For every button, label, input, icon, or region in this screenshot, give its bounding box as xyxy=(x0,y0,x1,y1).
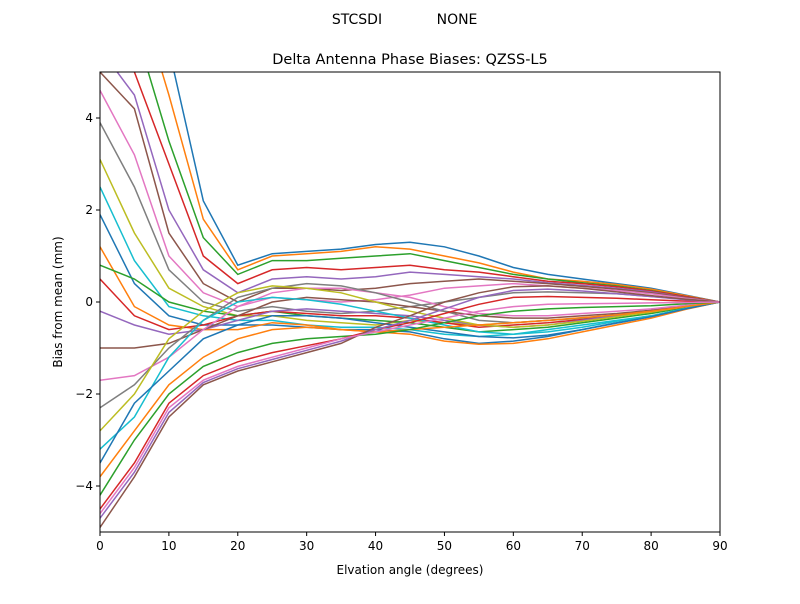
x-tick-label: 50 xyxy=(437,539,452,553)
y-axis: −4 −2 0 2 4 xyxy=(75,111,100,493)
series-line-25 xyxy=(100,288,720,519)
series-line-6 xyxy=(100,72,720,303)
series-line-26 xyxy=(100,285,720,528)
y-axis-label: Bias from mean (mm) xyxy=(51,236,65,367)
y-tick-label: 2 xyxy=(85,203,93,217)
series-line-1 xyxy=(173,72,720,303)
series-lines xyxy=(100,72,720,528)
y-tick-label: −2 xyxy=(75,387,93,401)
x-axis-label: Elvation angle (degrees) xyxy=(337,563,484,577)
series-line-24 xyxy=(100,295,720,510)
x-tick-label: 80 xyxy=(643,539,658,553)
x-tick-label: 30 xyxy=(299,539,314,553)
x-tick-label: 0 xyxy=(96,539,104,553)
series-line-3 xyxy=(147,72,720,303)
series-line-5 xyxy=(116,72,720,303)
series-line-2 xyxy=(161,72,720,303)
x-axis: 0 10 20 30 40 50 60 70 80 90 xyxy=(96,532,728,553)
series-line-4 xyxy=(133,72,720,303)
x-tick-label: 70 xyxy=(575,539,590,553)
series-line-27 xyxy=(100,301,720,515)
x-tick-label: 90 xyxy=(712,539,727,553)
chart-title: Delta Antenna Phase Biases: QZSS-L5 xyxy=(272,52,547,68)
series-line-19 xyxy=(100,285,720,432)
series-line-11 xyxy=(100,214,720,345)
x-tick-label: 40 xyxy=(368,539,383,553)
y-tick-label: 0 xyxy=(85,295,93,309)
series-line-23 xyxy=(100,301,720,496)
x-tick-label: 20 xyxy=(230,539,245,553)
y-tick-label: −4 xyxy=(75,479,93,493)
series-line-7 xyxy=(100,90,720,308)
x-tick-label: 60 xyxy=(506,539,521,553)
suptitle-right: NONE xyxy=(437,12,478,28)
series-line-21 xyxy=(100,301,720,464)
suptitle-left: STCSDI xyxy=(332,12,382,28)
y-tick-label: 4 xyxy=(85,111,93,125)
series-line-17 xyxy=(100,287,720,381)
series-line-20 xyxy=(100,296,720,450)
x-tick-label: 10 xyxy=(161,539,176,553)
